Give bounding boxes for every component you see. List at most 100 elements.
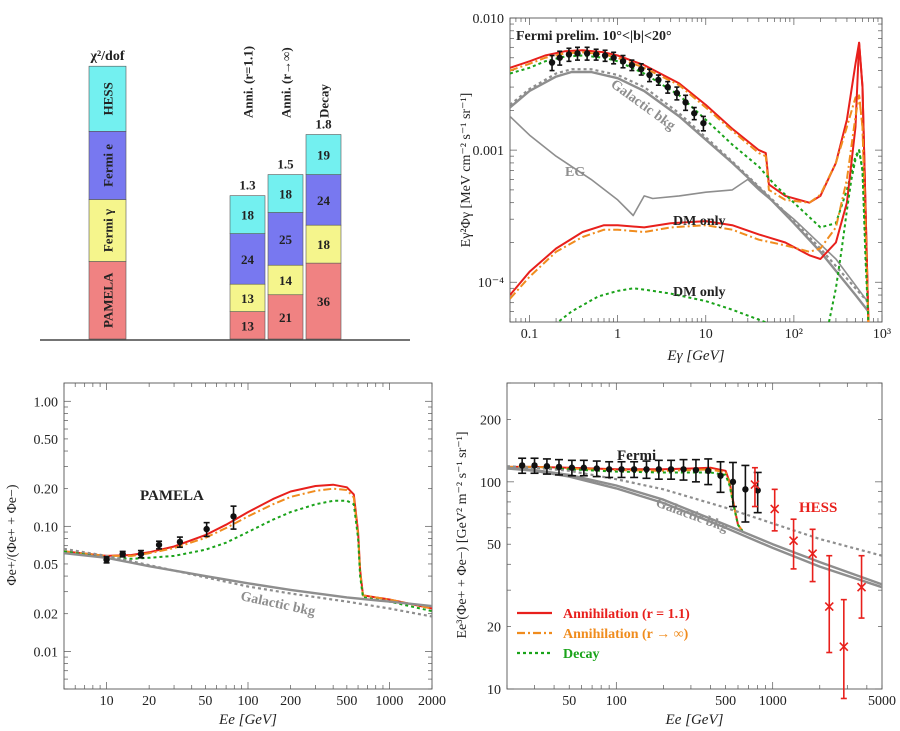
gamma-xtick-label: 10³ (873, 327, 891, 342)
electron-data-point (742, 486, 749, 493)
electron-data-point (667, 466, 675, 473)
legend-label-pamela: PAMELA (101, 272, 116, 328)
bar-value-label: 18 (317, 237, 331, 252)
electron-data-point (705, 467, 712, 475)
gamma-xtick-label: 1 (614, 327, 621, 342)
bar-segment-fermi_g (305, 224, 342, 264)
hess-data-point-stroke (808, 549, 818, 559)
legend-label-fermi_g: Fermi γ (101, 209, 116, 252)
gamma-data-point (583, 50, 591, 57)
bar-segment-pamela (267, 294, 304, 340)
column-label: Decay (317, 84, 332, 118)
electron-data-point (729, 478, 737, 486)
electron-galactic-label: Galactic bkg (654, 496, 730, 536)
gamma-series-line (510, 70, 870, 313)
bar-segment-fermi_g (267, 264, 304, 296)
column-label: Anni. (r=1.1) (241, 46, 256, 118)
gamma-series-line (510, 54, 870, 322)
electron-xtick-label: 500 (715, 694, 736, 709)
gamma-data-point (556, 54, 563, 61)
gamma-series-line (510, 68, 870, 304)
bar-segment-fermi_e (267, 212, 304, 266)
gamma-series-line (510, 41, 870, 322)
electron-series-line (507, 467, 882, 589)
positron-xtick-label: 20 (142, 694, 156, 709)
electron-data-point (630, 466, 638, 473)
positron-series-line (64, 487, 432, 610)
electron-xlabel: Ee [GeV] (665, 712, 724, 728)
electron-series-group (507, 465, 882, 589)
electron-xtick-label: 5000 (868, 694, 896, 709)
gamma-data-point (565, 51, 573, 58)
hess-data-point-stroke (824, 601, 834, 612)
hess-data-point-stroke (856, 582, 867, 592)
bar-value-label: 24 (241, 252, 255, 267)
positron-xtick-label: 50 (198, 694, 212, 709)
positron-xtick-label: 200 (280, 694, 301, 709)
chi2-panel: χ²/dof PAMELA Fermi γ Fermi e HESS 13 13 24 18 1.… (40, 46, 410, 341)
gamma-xlabel: Eγ [GeV] (666, 348, 724, 364)
positron-fraction-panel: 10 20 50 100 200 500 1000 2000 0.01 0.02 0.05 0.10 0… (5, 382, 446, 728)
electron-data-point (692, 466, 700, 474)
positron-xtick-label: 10 (100, 694, 114, 709)
positron-dataset-label: PAMELA (140, 488, 204, 504)
positron-galactic-label: Galactic bkg (239, 589, 316, 619)
positron-data-point (230, 513, 237, 520)
bar-value-label: 25 (279, 232, 293, 247)
gamma-data-point (691, 110, 698, 117)
positron-xtick-label: 500 (336, 694, 357, 709)
gamma-data-point (628, 61, 636, 69)
bar-segment-fermi_g (229, 283, 266, 312)
gamma-series-line (828, 149, 870, 322)
electron-xtick-label: 50 (562, 694, 576, 709)
gamma-eg-label: EG (565, 165, 585, 180)
positron-ytick-label: 0.10 (34, 520, 59, 535)
gamma-data-point (574, 50, 581, 57)
electron-ylabel: Ee³(Φe+ + Φe−) [GeV² m⁻² s⁻¹ sr⁻¹] (455, 431, 470, 638)
electron-hess-label: HESS (799, 500, 837, 516)
positron-ytick-label: 0.05 (34, 558, 59, 573)
positron-ytick-label: 0.20 (34, 483, 59, 498)
gamma-xtick-label: 10 (699, 327, 713, 342)
electron-ytick-label: 200 (480, 413, 501, 428)
gamma-xtick-label: 0.1 (521, 327, 539, 342)
gamma-data-point (682, 99, 689, 106)
bar-value-label: 36 (317, 294, 331, 309)
positron-xtick-label: 2000 (418, 694, 446, 709)
bar-segment-hess (267, 174, 304, 213)
electron-data-point (643, 466, 650, 473)
positron-ytick-label: 0.02 (34, 608, 59, 623)
electron-data-point (580, 464, 588, 471)
bar-segment-fermi_e (305, 174, 342, 226)
gamma-series-line (510, 94, 870, 322)
electron-data-point (655, 466, 663, 473)
gamma-data-point (548, 59, 556, 66)
positron-data-point (155, 541, 163, 549)
gamma-region-label: Fermi prelim. 10°<|b|<20° (516, 29, 672, 44)
gamma-data-point (601, 52, 609, 59)
gamma-data-point (646, 71, 653, 79)
positron-ylabel: Φe+/(Φe+ + Φe−) (5, 484, 20, 585)
gamma-dm-only-label: DM only (673, 214, 726, 229)
electron-xtick-label: 1000 (759, 694, 787, 709)
gamma-data-point (638, 65, 645, 73)
gamma-series-line (556, 287, 768, 322)
bar-total-label: 1.5 (277, 157, 294, 172)
electron-xtick-label: 100 (606, 694, 627, 709)
positron-xlabel: Ee [GeV] (218, 712, 277, 728)
positron-data-point (103, 556, 110, 563)
gamma-data-point (619, 58, 627, 65)
electron-series-line (507, 465, 882, 557)
bar-segment-hess (229, 195, 266, 234)
gamma-ytick-label: 0.001 (473, 144, 505, 159)
positron-series-group (64, 483, 432, 618)
legend-segment-fermi_g (88, 199, 127, 262)
gamma-data-point (610, 54, 617, 61)
hess-data-point-stroke (839, 642, 849, 652)
bar-value-label: 21 (279, 310, 292, 325)
electron-series-line (507, 466, 882, 586)
positron-ytick-label: 0.50 (34, 433, 59, 448)
gamma-dm-only-label-2: DM only (673, 285, 726, 300)
electron-frame (506, 382, 883, 690)
